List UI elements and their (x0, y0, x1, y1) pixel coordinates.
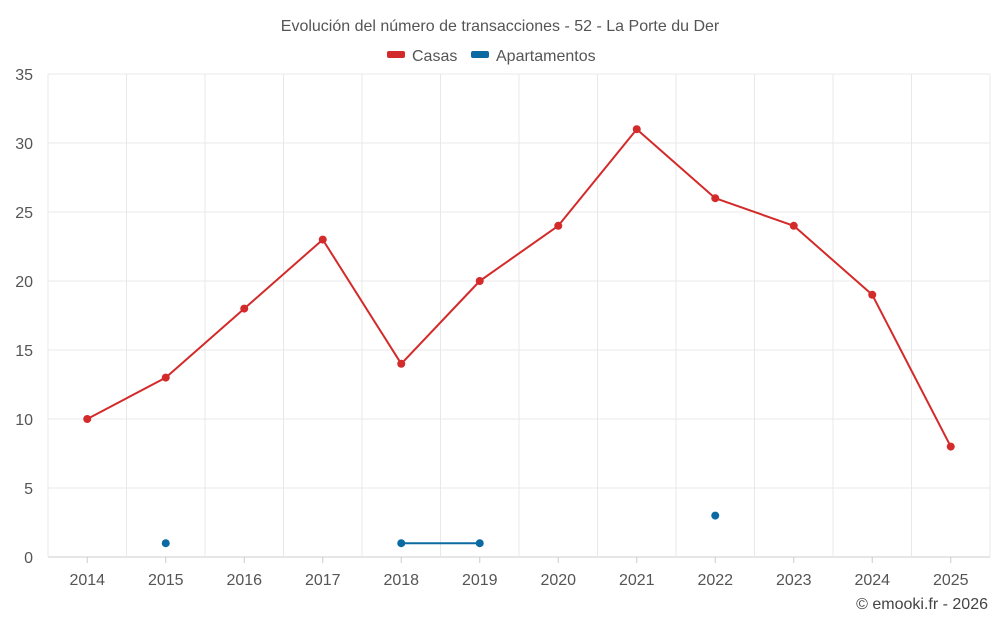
legend-item-apartamentos[interactable]: Apartamentos (471, 48, 596, 65)
x-tick-label: 2016 (226, 572, 262, 589)
y-tick-label: 35 (15, 67, 33, 84)
point-casas[interactable] (475, 277, 484, 285)
y-tick-label: 30 (15, 136, 33, 153)
legend-item-casas[interactable]: Casas (387, 48, 457, 65)
x-tick-label: 2018 (383, 572, 419, 589)
legend-label-apartamentos: Apartamentos (496, 48, 596, 65)
x-tick-label: 2024 (854, 572, 890, 589)
x-tick-label: 2022 (697, 572, 733, 589)
credit-text: © emooki.fr - 2026 (856, 596, 988, 613)
point-casas[interactable] (946, 442, 955, 451)
x-tick-label: 2023 (776, 572, 812, 589)
x-tick-label: 2019 (462, 572, 498, 589)
point-casas[interactable] (318, 235, 327, 244)
x-tick-label: 2021 (619, 572, 655, 589)
point-casas[interactable] (397, 359, 406, 368)
x-tick-label: 2014 (69, 572, 105, 589)
legend-swatch-casas (387, 51, 405, 58)
y-tick-label: 10 (15, 412, 33, 429)
y-tick-label: 5 (24, 481, 33, 498)
x-tick-label: 2015 (148, 572, 184, 589)
legend-label-casas: Casas (412, 48, 457, 65)
series-layer (83, 125, 955, 548)
x-axis: 2014 2015 2016 2017 2018 2019 2020 2021 2022 2023… (69, 557, 969, 589)
point-casas[interactable] (789, 221, 798, 230)
y-tick-label: 20 (15, 274, 33, 291)
point-casas[interactable] (632, 125, 641, 134)
legend-swatch-apartamentos (471, 51, 489, 58)
x-tick-label: 2025 (933, 572, 969, 589)
y-tick-label: 25 (15, 205, 33, 222)
y-tick-label: 0 (24, 550, 33, 567)
point-apartamentos[interactable] (161, 539, 170, 548)
y-tick-label: 15 (15, 343, 33, 360)
point-apartamentos[interactable] (711, 511, 720, 520)
chart-title: Evolución del número de transacciones - … (281, 18, 720, 35)
point-casas[interactable] (240, 304, 249, 313)
point-casas[interactable] (868, 290, 877, 299)
x-tick-label: 2017 (305, 572, 341, 589)
point-apartamentos[interactable] (475, 539, 484, 548)
legend: Casas Apartamentos (387, 48, 596, 65)
series-line-casas (86, 128, 952, 448)
y-axis: 0 5 10 15 20 25 30 35 (15, 67, 33, 567)
x-tick-label: 2020 (540, 572, 576, 589)
point-casas[interactable] (711, 194, 720, 203)
point-apartamentos[interactable] (397, 539, 406, 548)
grid (47, 73, 991, 558)
point-casas[interactable] (161, 373, 170, 382)
point-casas[interactable] (554, 221, 563, 230)
point-casas[interactable] (83, 415, 92, 423)
